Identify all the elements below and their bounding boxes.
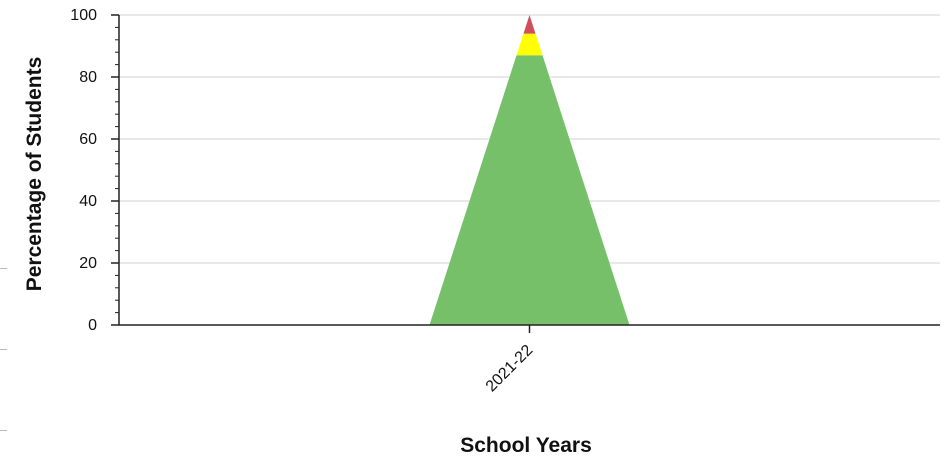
- y-tick-label: 40: [79, 193, 97, 210]
- area-series-2: [523, 15, 536, 34]
- left-edge-mark-3: [0, 430, 7, 431]
- left-edge-mark-2: [0, 349, 7, 350]
- y-tick-label: 20: [79, 255, 97, 272]
- y-tick-label: 60: [79, 131, 97, 148]
- x-axis-title: School Years: [460, 434, 592, 457]
- y-tick-label: 0: [88, 317, 97, 334]
- area-series-0: [429, 55, 630, 326]
- y-tick-label: 80: [79, 69, 97, 86]
- x-tick-label: 2021-22: [483, 342, 537, 396]
- x-axis-ticks: 2021-22: [483, 325, 537, 396]
- y-axis-ticks: 0 20 40 60 80 100: [70, 7, 119, 334]
- area-series-1: [516, 33, 543, 56]
- y-tick-label: 100: [70, 7, 97, 24]
- left-edge-mark-1: [0, 268, 7, 269]
- y-axis-title: Percentage of Students: [23, 57, 46, 292]
- plot-areas: [429, 15, 630, 326]
